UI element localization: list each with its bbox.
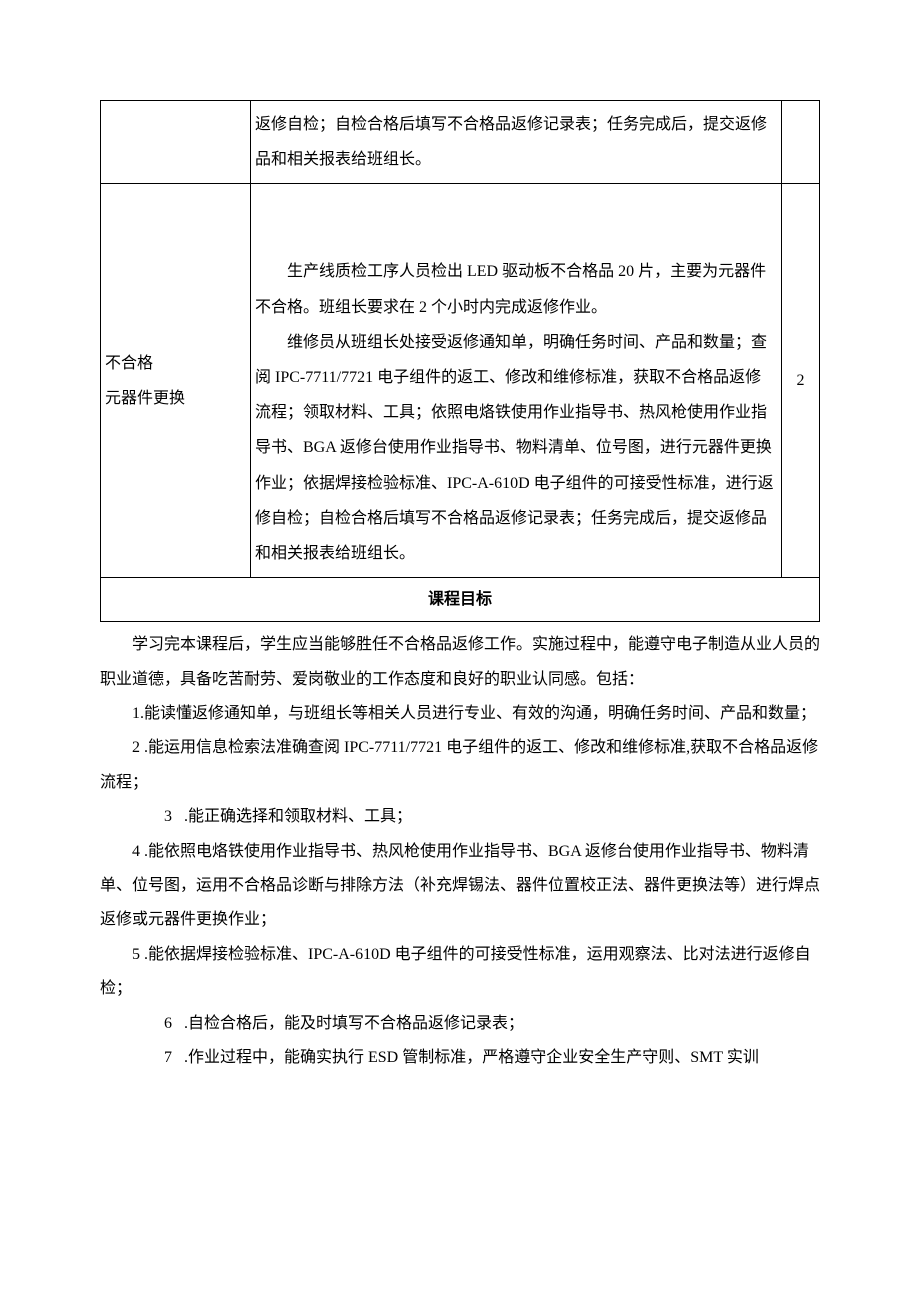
row2-label-line2: 元器件更换 xyxy=(105,381,246,416)
objective-3-num: 3 xyxy=(132,800,172,834)
row1-content: 返修自检；自检合格后填写不合格品返修记录表；任务完成后，提交返修品和相关报表给班… xyxy=(251,101,782,184)
objective-3: 3 .能正确选择和领取材料、工具； xyxy=(100,800,820,834)
intro-paragraph: 学习完本课程后，学生应当能够胜任不合格品返修工作。实施过程中，能遵守电子制造从业… xyxy=(100,628,820,697)
objective-4: 4 .能依照电烙铁使用作业指导书、热风枪使用作业指导书、BGA 返修台使用作业指… xyxy=(100,835,820,938)
row2-ref: 2 xyxy=(782,184,820,578)
table-row: 返修自检；自检合格后填写不合格品返修记录表；任务完成后，提交返修品和相关报表给班… xyxy=(101,101,820,184)
row2-label: 不合格 元器件更换 xyxy=(101,184,251,578)
objective-3-text: .能正确选择和领取材料、工具； xyxy=(184,808,412,825)
row1-label xyxy=(101,101,251,184)
objective-5: 5 .能依据焊接检验标准、IPC-A-610D 电子组件的可接受性标准，运用观察… xyxy=(100,938,820,1007)
section-title: 课程目标 xyxy=(101,578,820,622)
row2-para2: 维修员从班组长处接受返修通知单，明确任务时间、产品和数量；查阅 IPC-7711… xyxy=(255,325,777,571)
objective-1: 1.能读懂返修通知单，与班组长等相关人员进行专业、有效的沟通，明确任务时间、产品… xyxy=(100,697,820,731)
row2-para1: 生产线质检工序人员检出 LED 驱动板不合格品 20 片，主要为元器件不合格。班… xyxy=(255,254,777,324)
objective-7-num: 7 xyxy=(132,1041,172,1075)
course-table: 返修自检；自检合格后填写不合格品返修记录表；任务完成后，提交返修品和相关报表给班… xyxy=(100,100,820,622)
course-objectives: 学习完本课程后，学生应当能够胜任不合格品返修工作。实施过程中，能遵守电子制造从业… xyxy=(100,628,820,1075)
objective-7: 7 .作业过程中，能确实执行 ESD 管制标准，严格遵守企业安全生产守则、SMT… xyxy=(100,1041,820,1075)
table-footer-row: 课程目标 xyxy=(101,578,820,622)
objective-2: 2 .能运用信息检索法准确查阅 IPC-7711/7721 电子组件的返工、修改… xyxy=(100,731,820,800)
objective-6-text: .自检合格后，能及时填写不合格品返修记录表； xyxy=(184,1015,524,1032)
row2-content: 生产线质检工序人员检出 LED 驱动板不合格品 20 片，主要为元器件不合格。班… xyxy=(251,184,782,578)
row2-label-line1: 不合格 xyxy=(105,346,246,381)
row1-ref xyxy=(782,101,820,184)
row1-text: 返修自检；自检合格后填写不合格品返修记录表；任务完成后，提交返修品和相关报表给班… xyxy=(255,107,777,177)
objective-7-text: .作业过程中，能确实执行 ESD 管制标准，严格遵守企业安全生产守则、SMT 实… xyxy=(184,1049,759,1066)
objective-6: 6 .自检合格后，能及时填写不合格品返修记录表； xyxy=(100,1007,820,1041)
table-row: 不合格 元器件更换 生产线质检工序人员检出 LED 驱动板不合格品 20 片，主… xyxy=(101,184,820,578)
objective-6-num: 6 xyxy=(132,1007,172,1041)
